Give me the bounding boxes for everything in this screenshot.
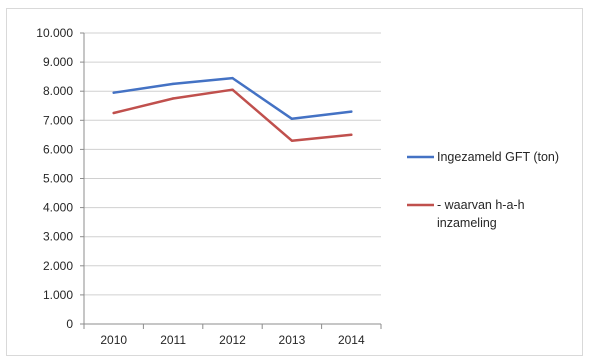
y-tick-label: 0 bbox=[66, 317, 73, 331]
legend-label-1: Ingezameld GFT (ton) bbox=[437, 150, 559, 164]
chart-frame bbox=[6, 8, 583, 356]
x-axis-tick-labels: 2010 2011 2012 2013 2014 bbox=[100, 333, 365, 347]
data-point bbox=[171, 97, 175, 100]
series-line-1 bbox=[112, 76, 353, 121]
y-tick-label: 10.000 bbox=[36, 26, 73, 40]
x-tick-label: 2014 bbox=[338, 333, 365, 347]
data-point bbox=[112, 91, 115, 94]
y-tick-label: 1.000 bbox=[43, 288, 73, 302]
data-point bbox=[290, 139, 294, 142]
y-tick-label: 8.000 bbox=[43, 84, 73, 98]
legend: Ingezameld GFT (ton) - waarvan h-a-h inzam… bbox=[407, 150, 559, 230]
data-point bbox=[350, 133, 353, 137]
y-tick-label: 4.000 bbox=[43, 201, 73, 215]
y-tick-label: 7.000 bbox=[43, 113, 73, 127]
series-lines bbox=[112, 76, 353, 142]
x-tick-label: 2010 bbox=[100, 333, 127, 347]
data-point bbox=[171, 82, 175, 86]
data-point bbox=[350, 110, 353, 113]
gridlines bbox=[84, 32, 381, 296]
y-tick-label: 5.000 bbox=[43, 172, 73, 186]
axes bbox=[80, 32, 382, 329]
x-tick-label: 2013 bbox=[279, 333, 306, 347]
data-point bbox=[231, 88, 234, 91]
y-tick-label: 6.000 bbox=[43, 142, 73, 156]
y-tick-label: 2.000 bbox=[43, 259, 73, 273]
x-tick-label: 2011 bbox=[160, 333, 186, 347]
y-tick-label: 3.000 bbox=[43, 230, 73, 244]
y-tick-label: 9.000 bbox=[43, 55, 73, 69]
legend-label-2: - waarvan h-a-h inzameling bbox=[437, 198, 525, 230]
y-axis-tick-labels: 0 1.000 2.000 3.000 4.000 5.000 6.000 7.000 8.00… bbox=[36, 26, 73, 331]
data-point bbox=[112, 111, 115, 115]
data-point bbox=[231, 76, 234, 80]
data-point bbox=[290, 117, 294, 121]
x-tick-label: 2012 bbox=[219, 333, 246, 347]
